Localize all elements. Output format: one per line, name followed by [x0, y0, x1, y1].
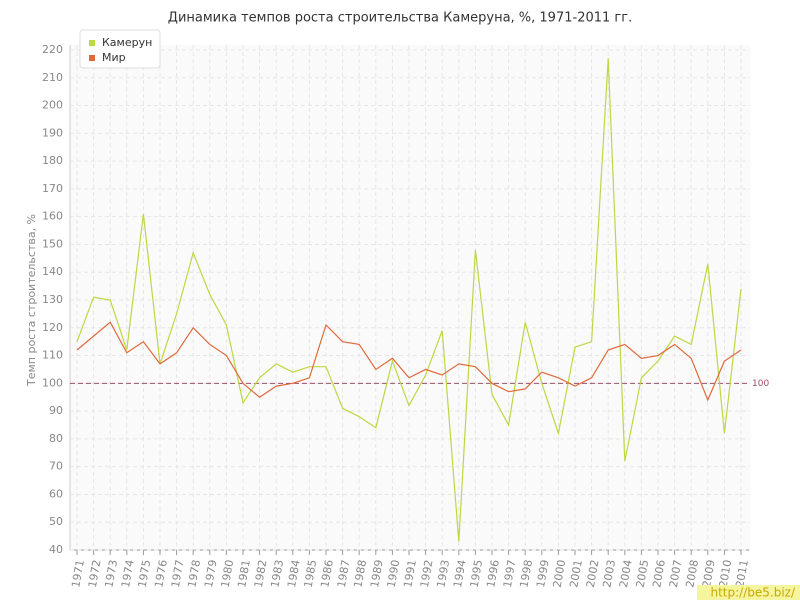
x-tick-label: 2011 [733, 559, 751, 589]
y-tick-label: 120 [42, 321, 63, 334]
legend-label: Мир [102, 51, 126, 64]
x-tick-label: 2003 [600, 559, 618, 589]
x-tick-label: 1976 [152, 559, 170, 589]
watermark-bg [697, 585, 800, 600]
y-tick-label: 110 [42, 349, 63, 362]
x-tick-label: 1982 [252, 559, 270, 589]
legend-swatch [89, 55, 95, 61]
y-tick-label: 40 [49, 543, 63, 556]
y-tick-label: 180 [42, 154, 63, 167]
x-tick-label: 1981 [235, 559, 253, 589]
x-tick-label: 1979 [202, 559, 220, 589]
x-tick-label: 1980 [219, 559, 237, 589]
x-tick-label: 1977 [169, 559, 187, 589]
x-tick-label: 1996 [484, 559, 502, 589]
legend-box [79, 29, 161, 69]
x-tick-label: 2009 [700, 559, 718, 589]
y-tick-label: 60 [49, 487, 63, 500]
x-tick-label: 1990 [385, 559, 403, 589]
x-tick-label: 1988 [351, 559, 369, 589]
x-tick-label: 1994 [451, 559, 469, 589]
x-tick-label: 1978 [185, 559, 203, 589]
x-tick-label: 1975 [136, 559, 154, 589]
y-tick-label: 130 [42, 293, 63, 306]
x-tick-label: 1992 [418, 559, 436, 589]
x-tick-label: 2006 [650, 559, 668, 589]
x-tick-label: 1998 [517, 559, 535, 589]
x-tick-label: 1995 [468, 559, 486, 589]
series-line [76, 321, 742, 402]
x-tick-label: 1989 [368, 559, 386, 589]
x-tick-label: 1986 [318, 559, 336, 589]
x-tick-label: 1999 [534, 559, 552, 589]
x-tick-label: 2001 [567, 559, 585, 589]
y-tick-label: 70 [49, 460, 63, 473]
x-tick-label: 1972 [86, 559, 104, 589]
x-tick-label: 2000 [551, 559, 569, 589]
x-tick-label: 2007 [667, 559, 685, 589]
y-tick-label: 170 [42, 182, 63, 195]
x-tick-label: 2008 [683, 559, 701, 589]
y-tick-label: 100 [42, 376, 63, 389]
y-axis-label: Темп роста строительства, % [25, 214, 38, 387]
y-tick-label: 200 [42, 99, 63, 112]
series-line [76, 58, 742, 542]
x-tick-label: 1973 [102, 559, 120, 589]
x-tick-label: 1985 [302, 559, 320, 589]
legend: Камерун Мир [79, 29, 161, 69]
y-tick-label: 160 [42, 210, 63, 223]
x-tick-label: 1971 [69, 559, 87, 589]
y-tick-label: 150 [42, 237, 63, 250]
x-tick-label: 1974 [119, 559, 137, 589]
y-tick-label: 140 [42, 265, 63, 278]
chart-title: Динамика темпов роста строительства Каме… [168, 11, 632, 26]
x-tick-label: 2004 [617, 559, 635, 589]
x-tick-label: 1991 [401, 559, 419, 589]
watermark: http://be5.biz/ [710, 586, 795, 600]
y-tick-label: 50 [49, 515, 63, 528]
y-tick-label: 80 [49, 432, 63, 445]
plot-area [70, 45, 750, 550]
x-tick-label: 1997 [501, 559, 519, 589]
x-tick-label: 2005 [634, 559, 652, 589]
y-tick-label: 220 [42, 43, 63, 56]
x-tick-label: 1987 [335, 559, 353, 589]
y-tick-label: 190 [42, 126, 63, 139]
legend-label: Камерун [102, 36, 152, 49]
x-tick-label: 2002 [584, 559, 602, 589]
y-tick-label: 210 [42, 71, 63, 84]
x-tick-label: 1993 [434, 559, 452, 589]
y-tick-label: 90 [49, 404, 63, 417]
x-tick-label: 1983 [268, 559, 286, 589]
x-tick-label: 1984 [285, 559, 303, 589]
legend-swatch [89, 40, 95, 46]
reference-label: 100 [752, 379, 769, 389]
x-tick-label: 2010 [717, 559, 735, 589]
